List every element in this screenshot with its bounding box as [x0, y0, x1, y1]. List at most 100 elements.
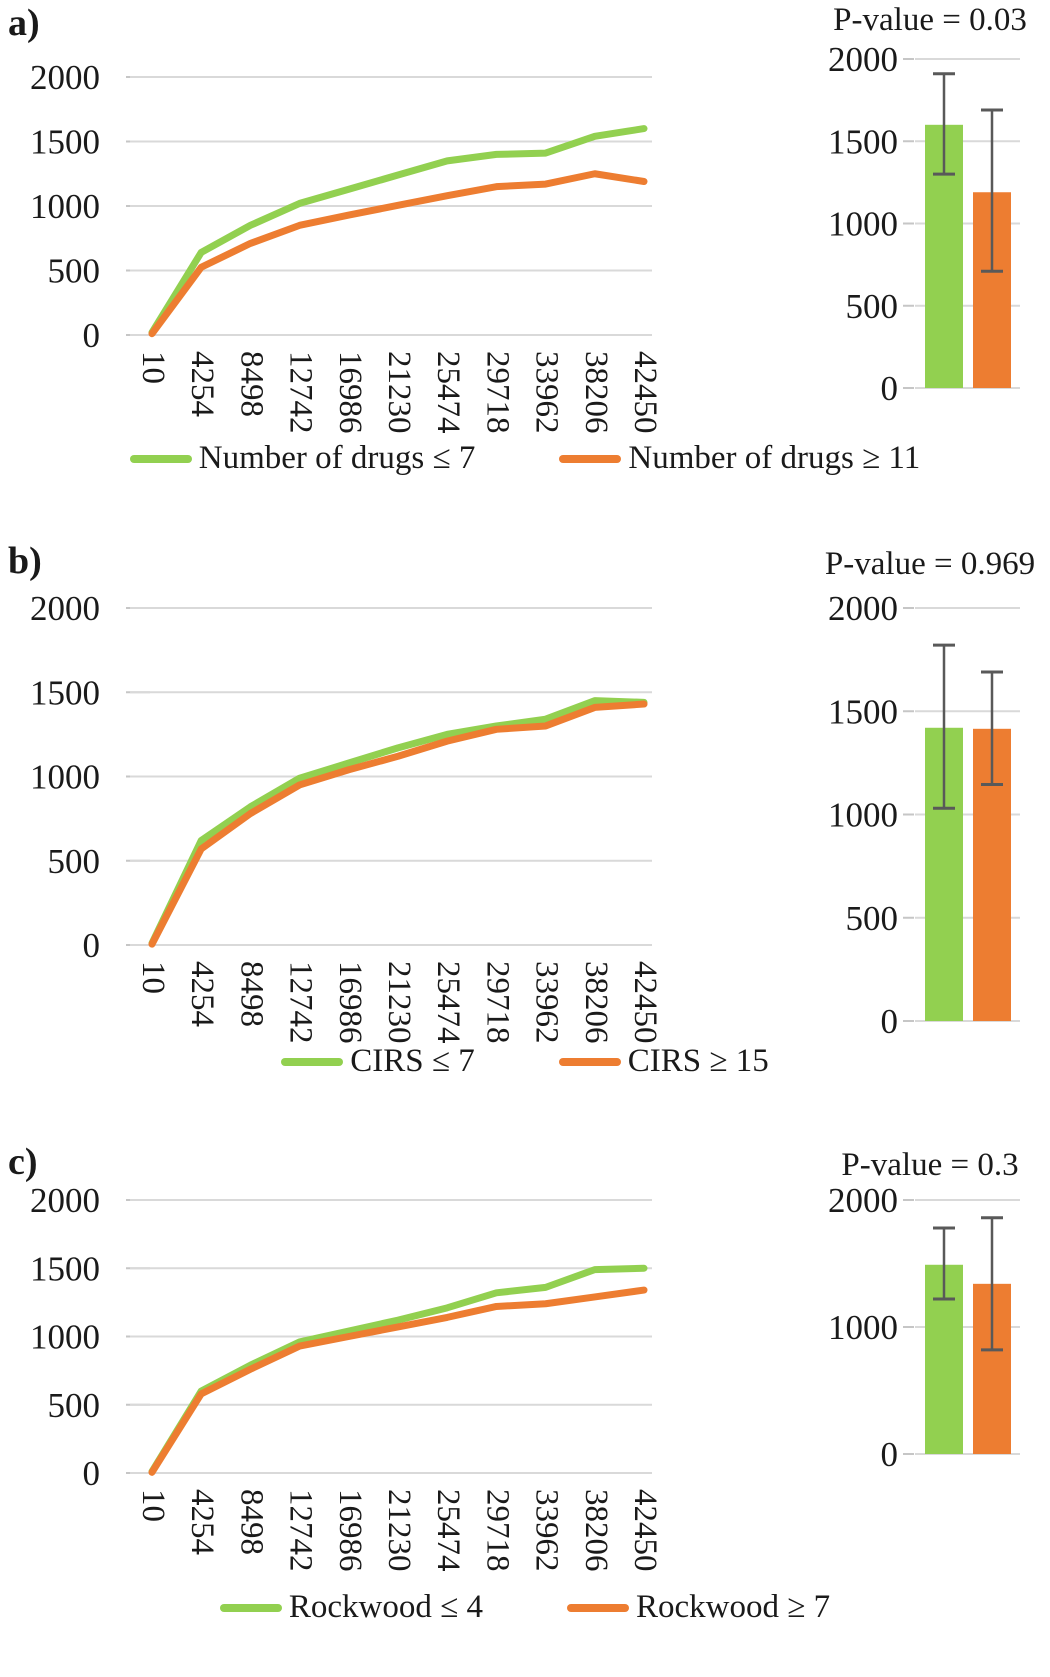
x-axis-label: 4254 — [184, 351, 220, 417]
y-axis-label: 1000 — [828, 205, 898, 244]
x-axis-label: 21230 — [381, 1489, 417, 1572]
x-axis-label: 16986 — [332, 351, 368, 434]
series-line-orange — [148, 1286, 648, 1476]
y-axis-label: 2000 — [30, 1181, 100, 1220]
series-line-green — [148, 125, 648, 336]
x-axis-label: 10 — [135, 961, 171, 994]
legend-swatch-orange — [558, 1057, 621, 1066]
x-axis-label: 21230 — [381, 961, 417, 1044]
legend-label: CIRS ≤ 7 — [350, 1043, 475, 1079]
y-axis-label: 500 — [48, 842, 101, 881]
line-chart-b: 0 500 1000 1500 2000 10 4254 8498 12742 16986 2123… — [30, 589, 663, 1044]
x-axis-label: 42450 — [627, 1489, 663, 1572]
legend-swatch-orange — [559, 454, 622, 463]
x-axis-label: 10 — [135, 351, 171, 384]
y-axis-label: 2000 — [828, 1181, 898, 1220]
legend-label: Rockwood ≤ 4 — [288, 1589, 483, 1625]
y-axis-label: 0 — [881, 369, 899, 408]
x-axis-label: 25474 — [430, 1489, 466, 1572]
x-axis-label: 25474 — [430, 961, 466, 1044]
legend-item: Number of drugs ≤ 7 — [129, 440, 476, 477]
x-axis-label: 29718 — [479, 1489, 515, 1572]
y-axis-label: 1500 — [828, 692, 898, 731]
bar-chart-c: 0 1000 2000 — [828, 1181, 1020, 1474]
y-axis-label: 0 — [83, 926, 101, 965]
x-axis-label: 42450 — [627, 961, 663, 1044]
line-chart-c: 0 500 1000 1500 2000 10 4254 8498 12742 16986 2123… — [30, 1181, 663, 1572]
y-axis-label: 500 — [48, 1386, 101, 1425]
p-value-label-c: P-value = 0.3 — [841, 1147, 1019, 1183]
x-axis-label: 12742 — [283, 961, 319, 1044]
x-axis-label: 4254 — [184, 961, 220, 1027]
p-value-label-b: P-value = 0.969 — [824, 546, 1036, 582]
y-axis-label: 500 — [846, 287, 899, 326]
legend-item: Rockwood ≥ 7 — [567, 1589, 830, 1626]
panel-c: 0 500 1000 1500 2000 10 4254 8498 12742 16986 2123… — [0, 1105, 1050, 1677]
y-axis-label: 0 — [881, 1435, 899, 1474]
panel-letter-b: b) — [8, 540, 42, 582]
x-axis-label: 38206 — [578, 961, 614, 1044]
legend-c: Rockwood ≤ 4 Rockwood ≥ 7 — [0, 1589, 1050, 1626]
legend-item: CIRS ≥ 15 — [558, 1043, 769, 1080]
x-axis-label: 16986 — [332, 961, 368, 1044]
legend-item: Number of drugs ≥ 11 — [559, 440, 920, 477]
y-axis-label: 500 — [846, 899, 899, 938]
y-axis-label: 1000 — [30, 758, 100, 797]
x-axis-label: 12742 — [283, 1489, 319, 1572]
legend-swatch-green — [129, 454, 192, 463]
y-axis-label: 500 — [48, 252, 101, 291]
p-value-label-a: P-value = 0.03 — [833, 2, 1027, 38]
legend-swatch-green — [281, 1057, 344, 1066]
x-axis-label: 33962 — [529, 1489, 565, 1572]
y-axis-label: 0 — [83, 1454, 101, 1493]
y-axis-label: 1000 — [828, 796, 898, 835]
y-axis-label: 1500 — [828, 122, 898, 161]
x-axis-label: 29718 — [479, 961, 515, 1044]
series-line-orange — [148, 700, 648, 948]
x-axis-label: 10 — [135, 1489, 171, 1522]
panel-a: 0 500 1000 1500 2000 10 4254 8498 12742 16986 2123… — [0, 0, 1050, 490]
y-axis-label: 2000 — [828, 589, 898, 628]
x-axis-label: 33962 — [529, 961, 565, 1044]
y-axis-label: 1500 — [30, 1249, 100, 1288]
x-axis-label: 8498 — [233, 351, 269, 417]
x-axis-label: 25474 — [430, 351, 466, 434]
bar-chart-b: 0 500 1000 1500 2000 — [828, 589, 1020, 1041]
x-axis-label: 8498 — [233, 1489, 269, 1555]
y-axis-label: 2000 — [30, 58, 100, 97]
panel-b: 0 500 1000 1500 2000 10 4254 8498 12742 16986 2123… — [0, 490, 1050, 1105]
x-axis-label: 21230 — [381, 351, 417, 434]
y-axis-label: 1500 — [30, 673, 100, 712]
series-line-green — [148, 697, 648, 947]
x-axis-label: 38206 — [578, 1489, 614, 1572]
y-axis-label: 1000 — [828, 1308, 898, 1347]
x-axis-label: 33962 — [529, 351, 565, 434]
x-axis-label: 8498 — [233, 961, 269, 1027]
bar-chart-a: 0 500 1000 1500 2000 — [828, 40, 1020, 408]
x-axis-label: 16986 — [332, 1489, 368, 1572]
y-axis-label: 0 — [881, 1002, 899, 1041]
legend-item: Rockwood ≤ 4 — [219, 1589, 483, 1626]
y-axis-label: 1000 — [30, 187, 100, 226]
legend-b: CIRS ≤ 7 CIRS ≥ 15 — [0, 1043, 1050, 1080]
panel-letter-a: a) — [8, 2, 40, 44]
legend-item: CIRS ≤ 7 — [281, 1043, 475, 1080]
legend-swatch-green — [219, 1603, 282, 1612]
x-axis-label: 12742 — [283, 351, 319, 434]
legend-swatch-orange — [567, 1603, 629, 1612]
y-axis-label: 2000 — [30, 589, 100, 628]
legend-label: Number of drugs ≤ 7 — [198, 440, 476, 476]
x-axis-label: 4254 — [184, 1489, 220, 1555]
series-line-orange — [148, 170, 648, 338]
x-axis-label: 38206 — [578, 351, 614, 434]
legend-a: Number of drugs ≤ 7 Number of drugs ≥ 11 — [0, 440, 1050, 477]
legend-label: CIRS ≥ 15 — [627, 1043, 769, 1079]
legend-label: Number of drugs ≥ 11 — [628, 440, 921, 476]
y-axis-label: 1000 — [30, 1318, 100, 1357]
x-axis-label: 29718 — [479, 351, 515, 434]
y-axis-label: 0 — [83, 316, 101, 355]
legend-label: Rockwood ≥ 7 — [636, 1589, 831, 1625]
panel-letter-c: c) — [8, 1141, 38, 1183]
y-axis-label: 1500 — [30, 123, 100, 162]
